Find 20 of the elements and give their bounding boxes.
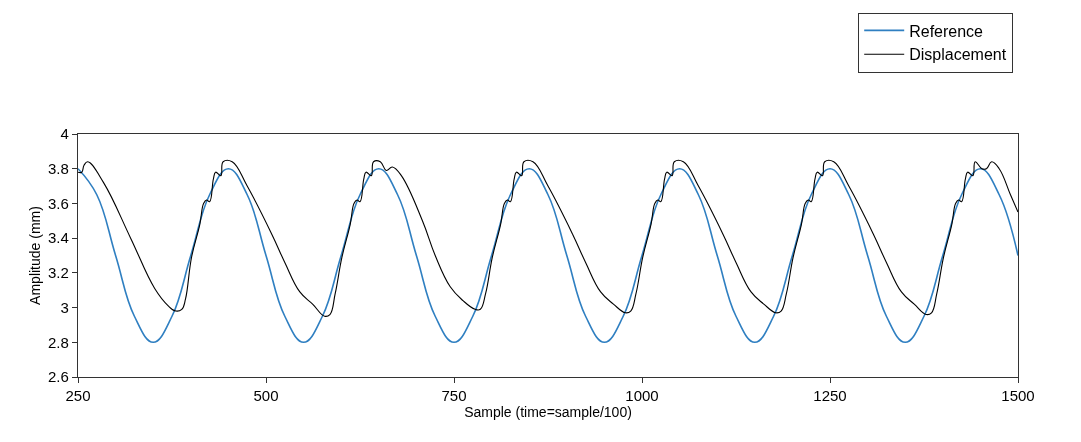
y-tick-label: 3.2 — [48, 264, 69, 282]
legend-label: Displacement — [909, 46, 1007, 64]
line-series — [78, 160, 1018, 317]
x-tick-label: 1250 — [813, 387, 847, 405]
y-tick-label: 3 — [60, 298, 69, 316]
y-tick-label: 3.8 — [48, 159, 69, 177]
x-tick-label: 500 — [253, 387, 279, 405]
x-tick-label: 250 — [65, 387, 91, 405]
y-axis-title: Amplitude (mm) — [26, 206, 43, 305]
y-tick-label: 2.8 — [48, 333, 69, 351]
y-tick-label: 2.6 — [48, 368, 69, 386]
x-tick-label: 750 — [441, 387, 467, 405]
x-axis-title: Sample (time=sample/100) — [464, 404, 632, 421]
legend-label: Reference — [909, 22, 984, 40]
y-tick-label: 3.4 — [48, 229, 69, 247]
y-tick-label: 3.6 — [48, 194, 69, 212]
line-series — [78, 167, 1018, 344]
y-tick-label: 4 — [60, 125, 69, 143]
x-tick-label: 1000 — [625, 387, 659, 405]
x-tick-label: 1500 — [1001, 387, 1035, 405]
